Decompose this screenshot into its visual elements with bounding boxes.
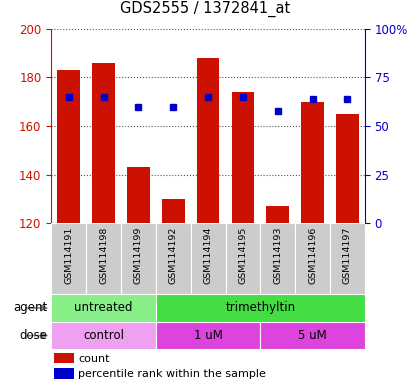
Text: GSM114199: GSM114199 [134,227,142,284]
Text: GSM114196: GSM114196 [308,227,316,284]
Bar [260,322,364,349]
Bar [155,294,364,322]
Text: 1 uM: 1 uM [193,329,222,342]
Bar [51,223,86,294]
Text: dose: dose [19,329,47,342]
Bar [231,92,254,223]
Text: 5 uM: 5 uM [297,329,326,342]
Bar [196,58,219,223]
Bar [121,223,155,294]
Bar [51,294,155,322]
Text: trimethyltin: trimethyltin [225,301,295,314]
Bar [225,223,260,294]
Text: GSM114193: GSM114193 [273,227,281,284]
Bar [260,223,294,294]
Text: percentile rank within the sample: percentile rank within the sample [78,369,266,379]
Text: control: control [83,329,124,342]
Bar [155,322,260,349]
Bar [51,322,155,349]
Text: untreated: untreated [74,301,133,314]
Bar [266,206,288,223]
Bar [190,223,225,294]
Bar [57,70,80,223]
Bar [155,223,190,294]
Text: GSM114197: GSM114197 [342,227,351,284]
Text: GSM114191: GSM114191 [64,227,73,284]
Bar [92,63,115,223]
Text: GSM114195: GSM114195 [238,227,247,284]
Text: GSM114192: GSM114192 [169,227,177,284]
Bar [294,223,329,294]
Bar [301,102,323,223]
Text: GDS2555 / 1372841_at: GDS2555 / 1372841_at [119,0,290,17]
Text: agent: agent [13,301,47,314]
Bar [329,223,364,294]
Bar [54,368,74,379]
Text: count: count [78,354,110,364]
Text: GSM114194: GSM114194 [203,227,212,284]
Bar [54,353,74,363]
Bar [335,114,358,223]
Bar [86,223,121,294]
Bar [127,167,149,223]
Text: GSM114198: GSM114198 [99,227,108,284]
Bar [162,199,184,223]
